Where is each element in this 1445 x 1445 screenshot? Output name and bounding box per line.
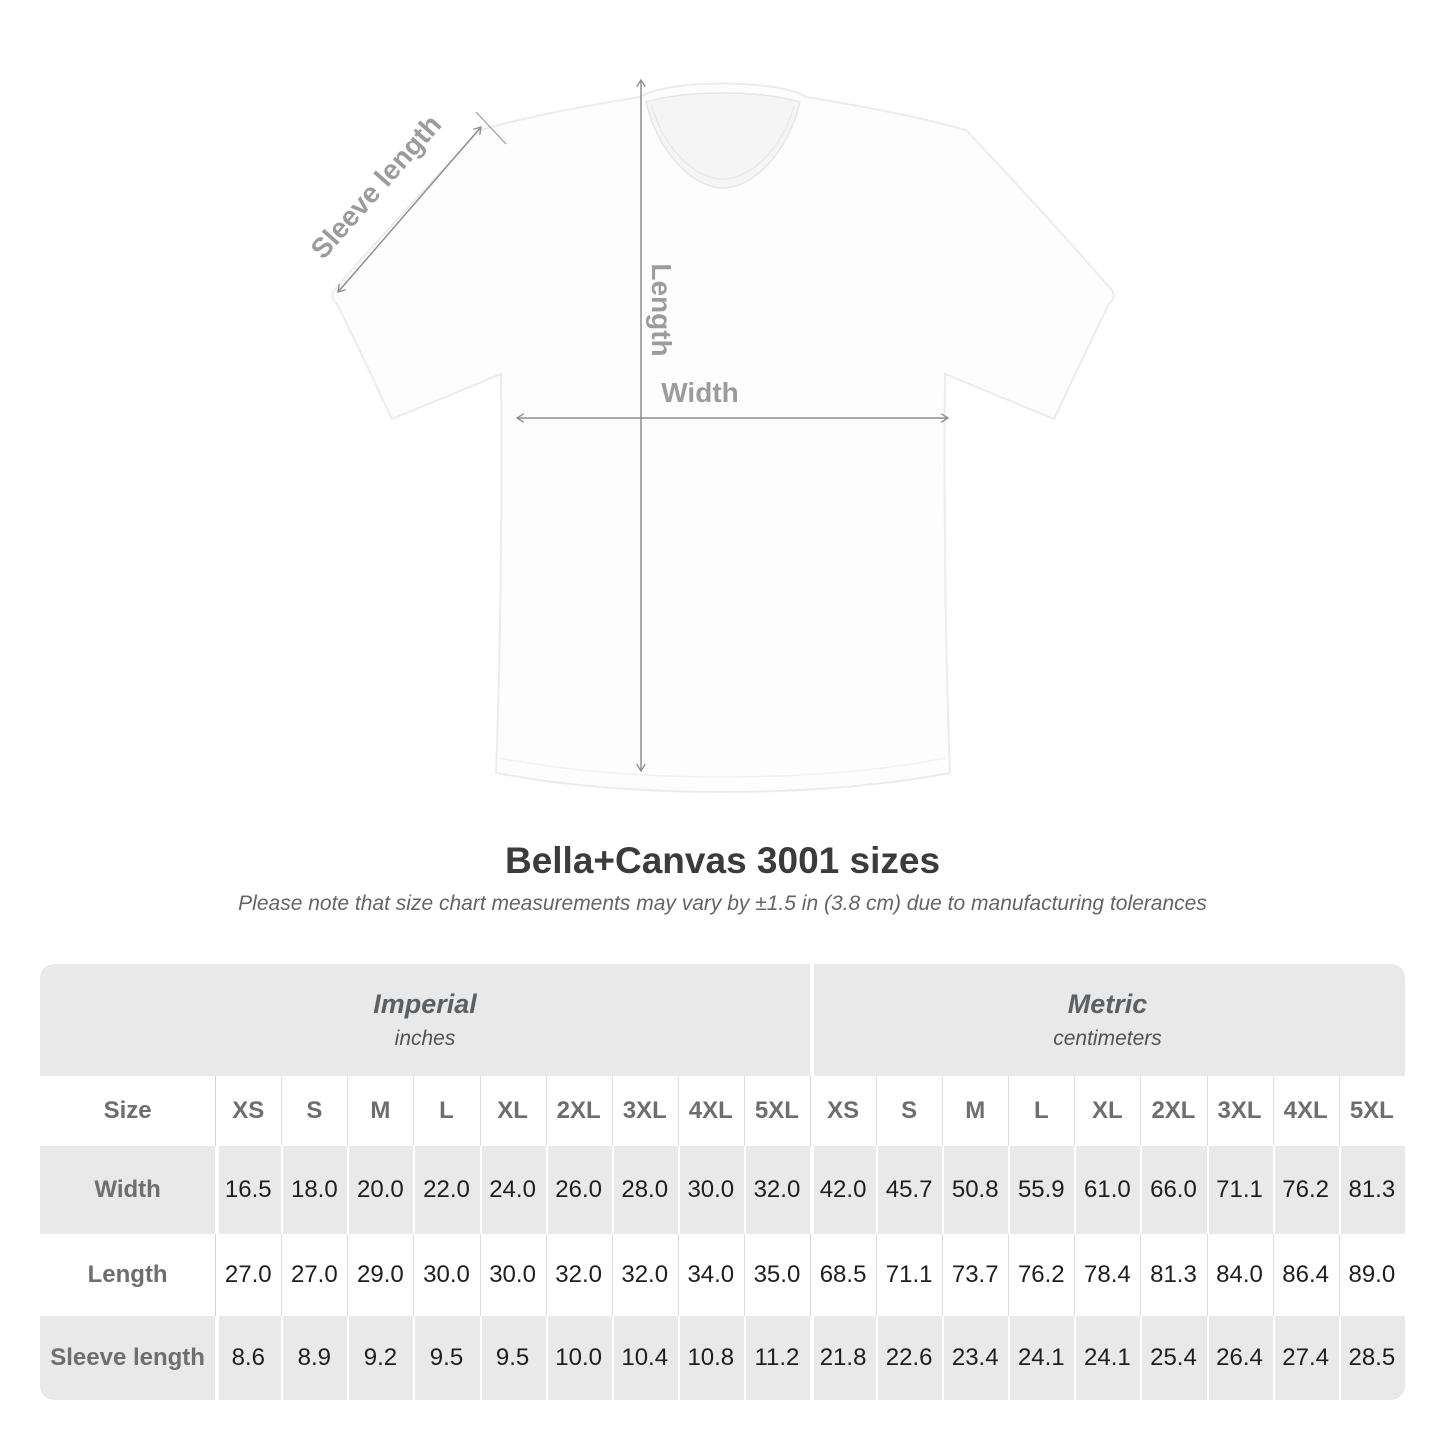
size-col-imperial-5xl: 5XL: [743, 1076, 811, 1146]
value-cell: 9.5: [479, 1316, 546, 1400]
value-cell: 30.0: [677, 1146, 744, 1234]
tshirt-illustration: [331, 82, 1115, 794]
value-cell: 42.0: [810, 1146, 877, 1234]
value-cell: 66.0: [1140, 1146, 1207, 1234]
value-cell: 10.4: [611, 1316, 678, 1400]
value-cell: 55.9: [1008, 1146, 1075, 1234]
value-cell: 24.1: [1008, 1316, 1075, 1400]
value-cell: 81.3: [1140, 1234, 1207, 1316]
value-cell: 32.0: [743, 1146, 811, 1234]
value-cell: 22.0: [413, 1146, 480, 1234]
value-cell: 71.1: [876, 1234, 943, 1316]
value-cell: 9.5: [413, 1316, 480, 1400]
metric-header: Metric centimeters: [810, 964, 1405, 1076]
value-cell: 34.0: [677, 1234, 744, 1316]
row-label: Sleeve length: [40, 1316, 216, 1400]
value-cell: 8.9: [281, 1316, 348, 1400]
value-cell: 89.0: [1338, 1234, 1405, 1316]
value-cell: 26.4: [1206, 1316, 1273, 1400]
value-cell: 25.4: [1140, 1316, 1207, 1400]
page-title: Bella+Canvas 3001 sizes: [504, 840, 941, 881]
value-cell: 9.2: [347, 1316, 414, 1400]
value-cell: 10.0: [545, 1316, 612, 1400]
value-cell: 28.5: [1338, 1316, 1405, 1400]
size-col-imperial-2xl: 2XL: [545, 1076, 612, 1146]
tshirt-measurement-figure: Sleeve length Length Width: [304, 78, 1115, 794]
size-col-metric-m: M: [942, 1076, 1009, 1146]
value-cell: 22.6: [876, 1316, 943, 1400]
value-cell: 28.0: [611, 1146, 678, 1234]
size-col-imperial-4xl: 4XL: [677, 1076, 744, 1146]
value-cell: 73.7: [942, 1234, 1009, 1316]
size-col-imperial-xs: XS: [215, 1076, 282, 1146]
value-cell: 81.3: [1338, 1146, 1405, 1234]
size-col-metric-xl: XL: [1074, 1076, 1141, 1146]
value-cell: 45.7: [876, 1146, 943, 1234]
metric-label: Metric: [1067, 989, 1148, 1019]
size-col-metric-xs: XS: [810, 1076, 877, 1146]
size-header-row: Size XS S M L XL 2XL 3XL 4XL 5XL XS S M L XL 2XL 3XL 4XL…: [40, 1076, 1405, 1146]
value-cell: 61.0: [1074, 1146, 1141, 1234]
value-cell: 32.0: [545, 1234, 612, 1316]
row-label: Length: [40, 1234, 216, 1316]
tolerance-note: Please note that size chart measurements…: [238, 892, 1207, 915]
table-row-length: Length 27.0 27.0 29.0 30.0 30.0 32.0 32.0 34.0 35…: [40, 1234, 1405, 1316]
value-cell: 24.1: [1074, 1316, 1141, 1400]
dimension-lines: [337, 78, 950, 773]
unit-header-row: Imperial inches Metric centimeters: [40, 964, 1405, 1076]
value-cell: 78.4: [1074, 1234, 1141, 1316]
value-cell: 18.0: [281, 1146, 348, 1234]
value-cell: 20.0: [347, 1146, 414, 1234]
size-col-imperial-s: S: [281, 1076, 348, 1146]
size-col-metric-4xl: 4XL: [1272, 1076, 1339, 1146]
value-cell: 68.5: [810, 1234, 877, 1316]
value-cell: 16.5: [215, 1146, 282, 1234]
width-label: Width: [661, 377, 739, 408]
imperial-label: Imperial: [373, 989, 477, 1019]
value-cell: 24.0: [479, 1146, 546, 1234]
value-cell: 71.1: [1206, 1146, 1273, 1234]
value-cell: 76.2: [1008, 1234, 1075, 1316]
sleeve-witness-line: [475, 111, 507, 145]
imperial-header: Imperial inches: [40, 964, 811, 1076]
value-cell: 11.2: [743, 1316, 811, 1400]
value-cell: 35.0: [743, 1234, 811, 1316]
table-row-sleeve-length: Sleeve length 8.6 8.9 9.2 9.5 9.5 10.0 10.4 10.8…: [40, 1316, 1405, 1400]
sleeve-length-arrow: [337, 126, 482, 293]
value-cell: 26.0: [545, 1146, 612, 1234]
size-col-imperial-3xl: 3XL: [611, 1076, 678, 1146]
size-col-metric-l: L: [1008, 1076, 1075, 1146]
value-cell: 32.0: [611, 1234, 678, 1316]
value-cell: 10.8: [677, 1316, 744, 1400]
value-cell: 27.0: [215, 1234, 282, 1316]
value-cell: 86.4: [1272, 1234, 1339, 1316]
value-cell: 29.0: [347, 1234, 414, 1316]
size-column-header: Size: [40, 1076, 216, 1146]
value-cell: 21.8: [810, 1316, 877, 1400]
size-col-imperial-xl: XL: [479, 1076, 546, 1146]
value-cell: 76.2: [1272, 1146, 1339, 1234]
row-label: Width: [40, 1146, 216, 1234]
value-cell: 84.0: [1206, 1234, 1273, 1316]
length-label: Length: [646, 263, 677, 356]
size-col-metric-5xl: 5XL: [1338, 1076, 1405, 1146]
size-col-metric-s: S: [876, 1076, 943, 1146]
size-col-metric-3xl: 3XL: [1206, 1076, 1273, 1146]
table-row-width: Width 16.5 18.0 20.0 22.0 24.0 26.0 28.0 30.0 32.…: [40, 1146, 1405, 1234]
imperial-sublabel: inches: [394, 1027, 456, 1050]
value-cell: 27.4: [1272, 1316, 1339, 1400]
size-chart-table: Imperial inches Metric centimeters Size …: [40, 964, 1405, 1400]
value-cell: 30.0: [479, 1234, 546, 1316]
value-cell: 27.0: [281, 1234, 348, 1316]
value-cell: 8.6: [215, 1316, 282, 1400]
value-cell: 23.4: [942, 1316, 1009, 1400]
size-col-imperial-m: M: [347, 1076, 414, 1146]
value-cell: 50.8: [942, 1146, 1009, 1234]
size-col-imperial-l: L: [413, 1076, 480, 1146]
size-col-metric-2xl: 2XL: [1140, 1076, 1207, 1146]
size-chart-table-container: Imperial inches Metric centimeters Size …: [40, 964, 1405, 1400]
metric-sublabel: centimeters: [1053, 1027, 1162, 1050]
value-cell: 30.0: [413, 1234, 480, 1316]
